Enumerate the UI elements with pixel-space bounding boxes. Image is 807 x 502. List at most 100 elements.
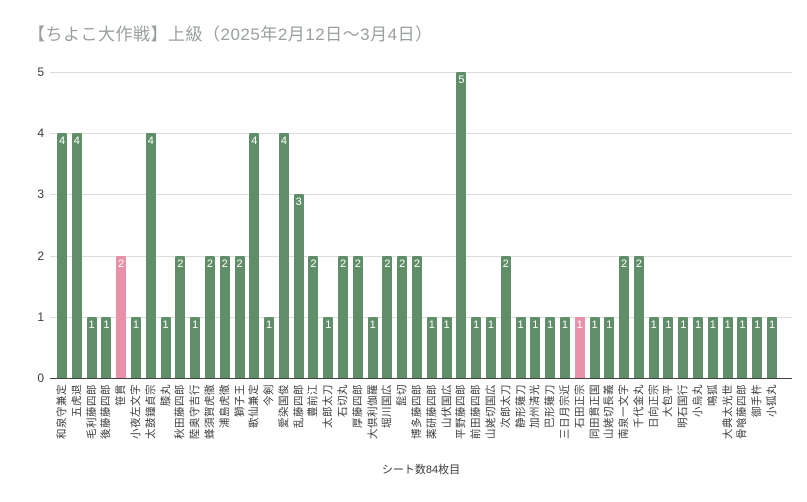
bar[interactable] (278, 133, 289, 378)
bar[interactable] (619, 255, 630, 378)
bar-value-label: 2 (384, 257, 391, 270)
y-axis-tick-label: 3 (37, 187, 44, 202)
bar[interactable] (559, 316, 570, 378)
bar[interactable] (441, 316, 452, 378)
bar-value-label: 1 (192, 318, 199, 331)
x-axis-category-label: 秋田藤四郎 (174, 384, 187, 439)
bar-value-label: 1 (576, 318, 583, 331)
bar[interactable] (71, 133, 82, 378)
x-axis-category-label: 巴形薙刀 (544, 384, 557, 428)
x-axis-category-label: 後藤藤四郎 (100, 384, 113, 439)
bar[interactable] (116, 255, 127, 378)
bar[interactable] (515, 316, 526, 378)
bar-value-label: 4 (58, 135, 66, 148)
chart-title: 【ちよこ大作戦】上級（2025年2月12日～3月4日） (28, 25, 433, 44)
y-axis-tick-label: 2 (37, 248, 44, 263)
x-axis-category-label: 毛利藤四郎 (85, 384, 98, 439)
bar[interactable] (293, 194, 304, 378)
bar-value-label: 1 (754, 318, 761, 331)
bar[interactable] (678, 316, 689, 378)
bar-value-label: 1 (517, 318, 524, 331)
x-axis-category-label: 今剣 (263, 384, 276, 406)
bar[interactable] (604, 316, 615, 378)
bar[interactable] (707, 316, 718, 378)
bar[interactable] (86, 316, 97, 378)
bar[interactable] (485, 316, 496, 378)
bar[interactable] (412, 255, 422, 378)
x-axis-category-label: 陸奥守吉行 (189, 384, 202, 439)
bar-value-label: 4 (73, 135, 80, 148)
bar[interactable] (323, 316, 334, 378)
x-axis-category-label: 静形薙刀 (514, 384, 527, 428)
bar-value-label: 2 (339, 257, 347, 270)
bar[interactable] (145, 133, 156, 378)
bar-value-label: 1 (680, 318, 687, 331)
bar[interactable] (175, 255, 186, 378)
bar[interactable] (338, 255, 349, 378)
bar[interactable] (500, 255, 511, 378)
bar[interactable] (648, 316, 659, 378)
bar[interactable] (249, 133, 260, 378)
bar[interactable] (308, 255, 319, 378)
bar[interactable] (219, 255, 230, 378)
x-axis-category-label: 薬研藤四郎 (425, 384, 438, 439)
bar-value-label: 1 (369, 318, 376, 331)
bar[interactable] (663, 316, 674, 378)
bar[interactable] (693, 316, 704, 378)
bar-value-label: 4 (147, 135, 154, 148)
x-axis-category-label: 日向正宗 (647, 384, 660, 428)
y-axis-tick-label: 0 (37, 371, 44, 385)
x-axis-category-label: 笹貫 (115, 384, 128, 406)
bar-value-label: 1 (487, 318, 495, 331)
x-axis-category-label: 石切丸 (337, 384, 350, 417)
bar[interactable] (101, 316, 112, 378)
bar-value-label: 1 (473, 318, 480, 331)
bar[interactable] (367, 316, 378, 378)
bar-value-label: 1 (591, 318, 598, 331)
x-axis-line (50, 378, 792, 379)
bar[interactable] (752, 316, 763, 378)
bar[interactable] (530, 316, 541, 378)
bar-value-label: 1 (443, 318, 450, 331)
bar[interactable] (264, 316, 275, 378)
bar[interactable] (382, 255, 393, 378)
bar[interactable] (633, 255, 644, 378)
bar-value-label: 1 (606, 318, 613, 331)
bar-value-label: 1 (694, 318, 702, 331)
bar[interactable] (57, 133, 67, 378)
bar[interactable] (456, 72, 467, 378)
bar[interactable] (234, 255, 245, 378)
bar[interactable] (471, 316, 482, 378)
x-axis-category-label: 太郎太刀 (322, 384, 335, 428)
bar[interactable] (545, 316, 556, 378)
bar[interactable] (160, 316, 171, 378)
bar-value-label: 1 (650, 318, 657, 331)
x-axis-category-label: 博多藤四郎 (411, 384, 423, 439)
bar[interactable] (190, 316, 201, 378)
bar[interactable] (130, 316, 141, 378)
bar[interactable] (589, 316, 600, 378)
x-axis-category-label: 厚藤四郎 (351, 384, 364, 428)
bar[interactable] (722, 316, 733, 378)
x-axis-category-label: 乱藤四郎 (292, 384, 305, 428)
bar[interactable] (352, 255, 363, 378)
bar-value-label: 2 (354, 257, 361, 270)
bar[interactable] (204, 255, 215, 378)
bar[interactable] (397, 255, 408, 378)
x-axis-category-label: 大倶利伽羅 (366, 384, 379, 439)
bar[interactable] (737, 316, 748, 378)
x-axis-category-label: 次郎太刀 (499, 384, 512, 428)
x-axis-category-label: 山姥切国広 (484, 384, 497, 439)
x-axis-category-label: 前田藤四郎 (470, 384, 483, 439)
bar[interactable] (426, 316, 437, 378)
bar-value-label: 2 (118, 257, 125, 270)
bar[interactable] (767, 316, 777, 378)
x-axis-category-label: 同田貫正国 (588, 384, 601, 439)
x-axis-category-label: 獅子王 (233, 384, 246, 417)
bar-value-label: 2 (177, 257, 184, 270)
bar[interactable] (574, 316, 585, 378)
x-axis-category-label: 太鼓鐘貞宗 (144, 384, 157, 439)
bar-value-label: 1 (547, 318, 554, 331)
bar-value-label: 1 (325, 318, 332, 331)
